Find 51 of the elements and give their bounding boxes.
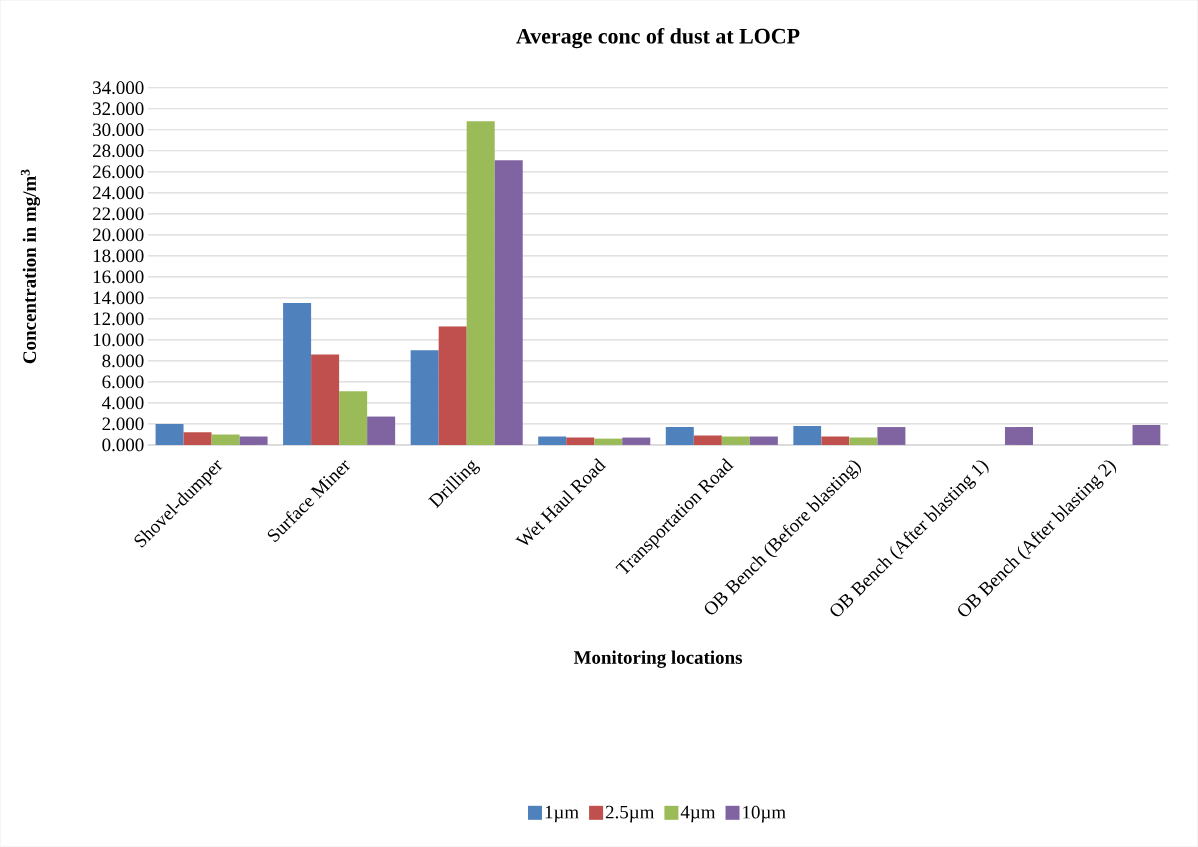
y-tick-label: 12.000 — [93, 312, 144, 326]
bar — [821, 436, 850, 445]
y-tick-label: 30.000 — [93, 123, 144, 137]
y-tick-label: 16.000 — [93, 270, 144, 284]
y-tick-label: 24.000 — [93, 186, 144, 200]
bar — [594, 438, 623, 445]
bar — [494, 160, 523, 445]
bar — [283, 303, 312, 445]
legend-label: 4µm — [680, 805, 716, 823]
y-tick-label: 32.000 — [93, 102, 144, 116]
x-axis-title: Monitoring locations — [573, 650, 743, 668]
bar — [311, 354, 340, 445]
bar — [1132, 425, 1161, 445]
y-tick-label: 6.000 — [102, 375, 144, 389]
bar — [877, 427, 906, 445]
bar — [438, 326, 467, 445]
legend-label: 1µm — [545, 805, 579, 823]
bar — [183, 432, 212, 445]
y-tick-label: 8.000 — [102, 354, 144, 368]
bar — [749, 436, 778, 445]
bar — [721, 436, 750, 445]
y-tick-label: 14.000 — [93, 291, 144, 305]
bar — [566, 437, 595, 445]
y-tick-label: 0.000 — [102, 438, 144, 452]
bar — [211, 434, 240, 445]
y-tick-label: 20.000 — [93, 228, 144, 242]
y-tick-label: 22.000 — [93, 207, 144, 221]
legend-label: 10µm — [743, 805, 786, 823]
y-tick-label: 18.000 — [93, 249, 144, 263]
bar — [339, 391, 368, 445]
bar — [793, 426, 822, 445]
bar — [155, 423, 184, 445]
bar — [466, 121, 495, 445]
bar — [622, 437, 651, 445]
y-tick-label: 4.000 — [102, 396, 144, 410]
y-tick-label: 28.000 — [93, 144, 144, 158]
bar — [1004, 427, 1033, 445]
bar — [239, 436, 268, 445]
y-tick-label: 26.000 — [93, 165, 144, 179]
chart-title: Average conc of dust at LOCP — [516, 28, 800, 49]
bar — [538, 436, 567, 445]
bar — [693, 435, 722, 445]
bar — [665, 427, 694, 445]
y-tick-label: 10.000 — [93, 333, 144, 347]
y-axis-title: Concentration in mg/m$^{3}$ — [20, 169, 41, 364]
y-tick-label: 2.000 — [102, 417, 144, 431]
y-tick-label: 34.000 — [93, 81, 144, 95]
bar — [410, 350, 439, 445]
bar — [367, 416, 396, 445]
legend-label: 2.5µm — [605, 805, 655, 823]
bar — [849, 437, 878, 445]
